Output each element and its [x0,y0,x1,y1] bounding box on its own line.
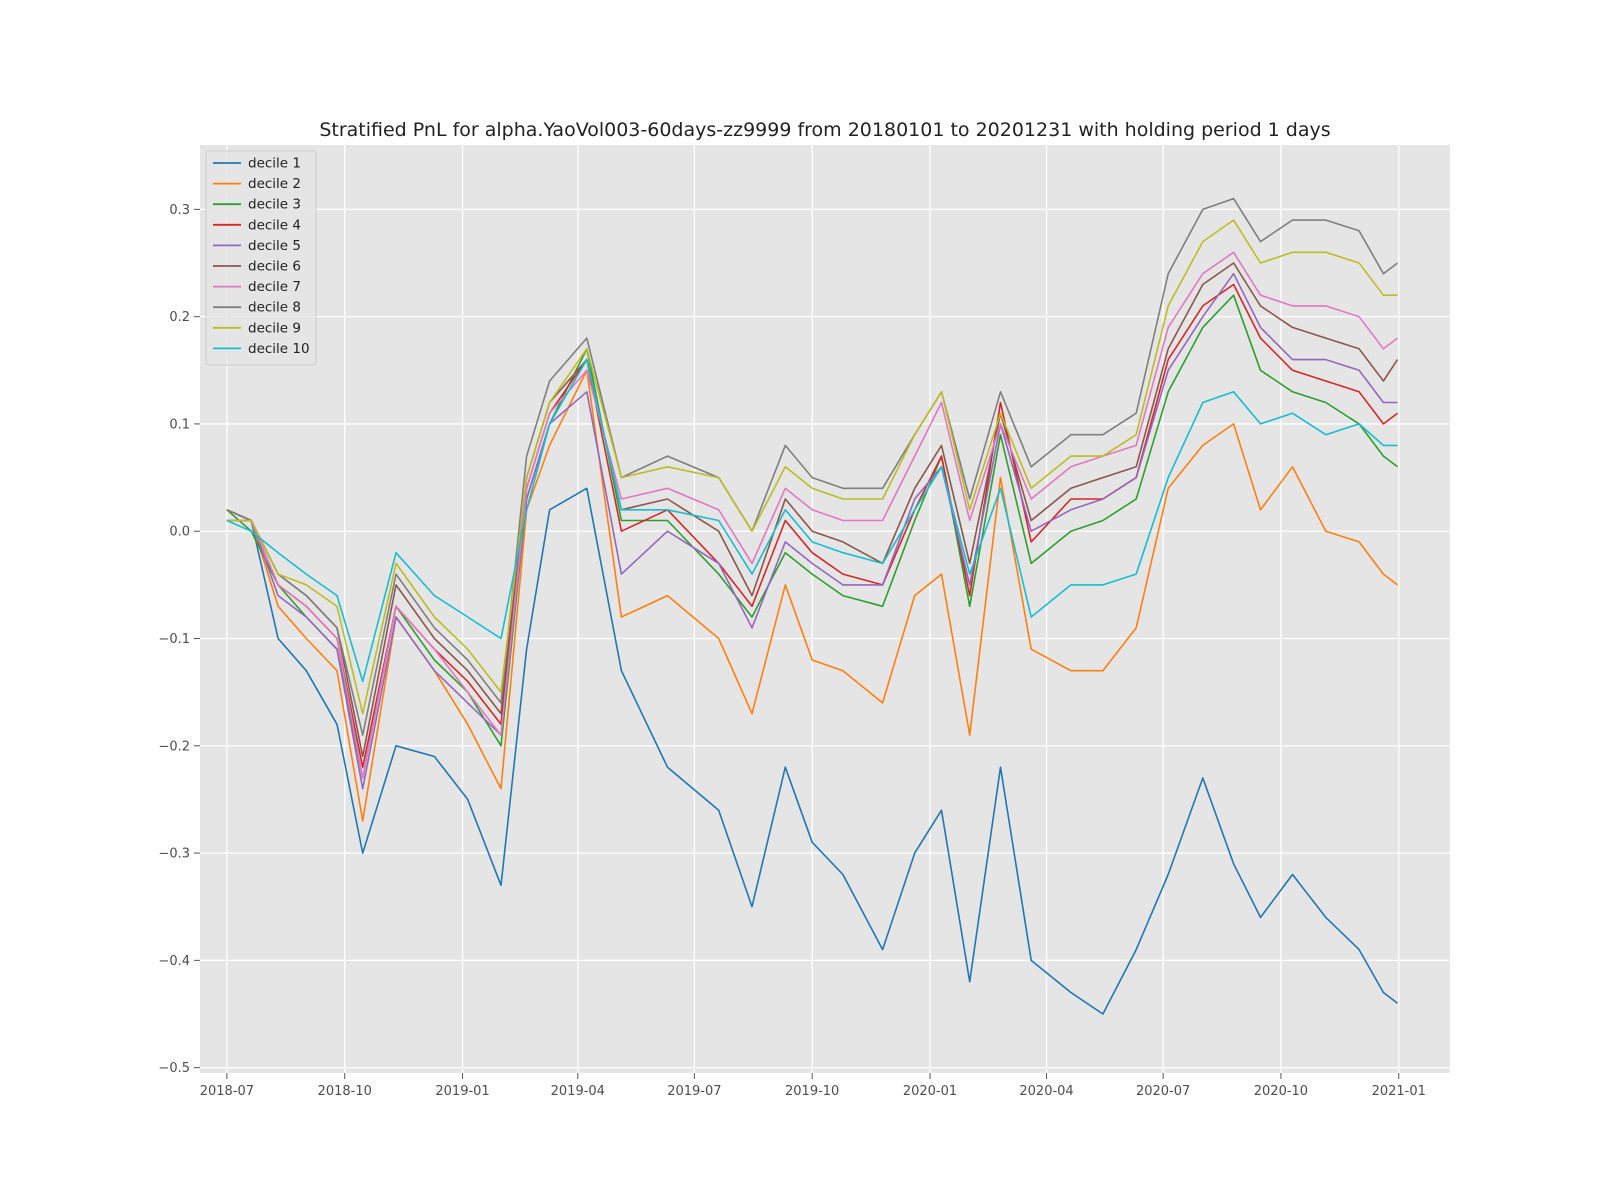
y-axis: −0.5 −0.4 −0.3 −0.2 −0.1 0.0 0.1 0.2 0.3 [158,203,200,1076]
series-line-decile-6 [226,262,1399,758]
legend-label: decile 7 [248,279,301,295]
y-tick-label: 0.0 [169,525,190,540]
series-layer [226,197,1399,1015]
chart-title: Stratified PnL for alpha.YaoVol003-60day… [319,119,1330,141]
x-tick-label: 2020-04 [1019,1084,1073,1099]
y-tick-label: 0.3 [169,203,190,218]
x-tick-label: 2018-10 [318,1084,372,1099]
legend-label: decile 9 [248,320,301,336]
y-tick-label: −0.1 [158,632,190,647]
x-tick-label: 2018-07 [200,1084,254,1099]
plot-area [200,145,1450,1073]
x-tick-label: 2020-01 [903,1084,957,1099]
series-line-decile-9 [226,219,1398,715]
x-tick-label: 2020-07 [1136,1084,1190,1099]
legend-label: decile 2 [248,176,301,192]
legend-label: decile 3 [248,197,301,213]
legend-label: decile 4 [248,217,301,233]
legend-label: decile 1 [248,156,301,172]
x-tick-label: 2019-01 [435,1084,489,1099]
legend-label: decile 5 [248,238,301,254]
y-tick-label: 0.2 [169,310,190,325]
x-tick-label: 2019-10 [785,1084,839,1099]
legend-label: decile 10 [248,341,310,357]
y-tick-label: 0.1 [169,417,190,432]
series-line-decile-8 [226,197,1398,736]
series-line-decile-7 [226,251,1398,779]
y-tick-label: −0.2 [158,739,190,754]
y-tick-label: −0.4 [158,954,190,969]
x-tick-label: 2020-10 [1254,1084,1308,1099]
series-line-decile-10 [226,358,1398,683]
legend-label: decile 8 [248,300,301,316]
legend-label: decile 6 [248,259,301,275]
x-tick-label: 2019-04 [551,1084,605,1099]
series-line-decile-5 [226,272,1398,790]
y-tick-label: −0.5 [158,1061,190,1076]
y-tick-label: −0.3 [158,847,190,862]
series-line-decile-3 [226,294,1398,779]
series-line-decile-1 [226,487,1398,1015]
x-axis: 2018-07 2018-10 2019-01 2019-04 2019-07 2019-… [200,1073,1426,1099]
x-tick-label: 2019-07 [667,1084,721,1099]
x-tick-label: 2021-01 [1372,1084,1426,1099]
legend: decile 1 decile 2 decile 3 decile 4 decile 5… [205,150,317,366]
